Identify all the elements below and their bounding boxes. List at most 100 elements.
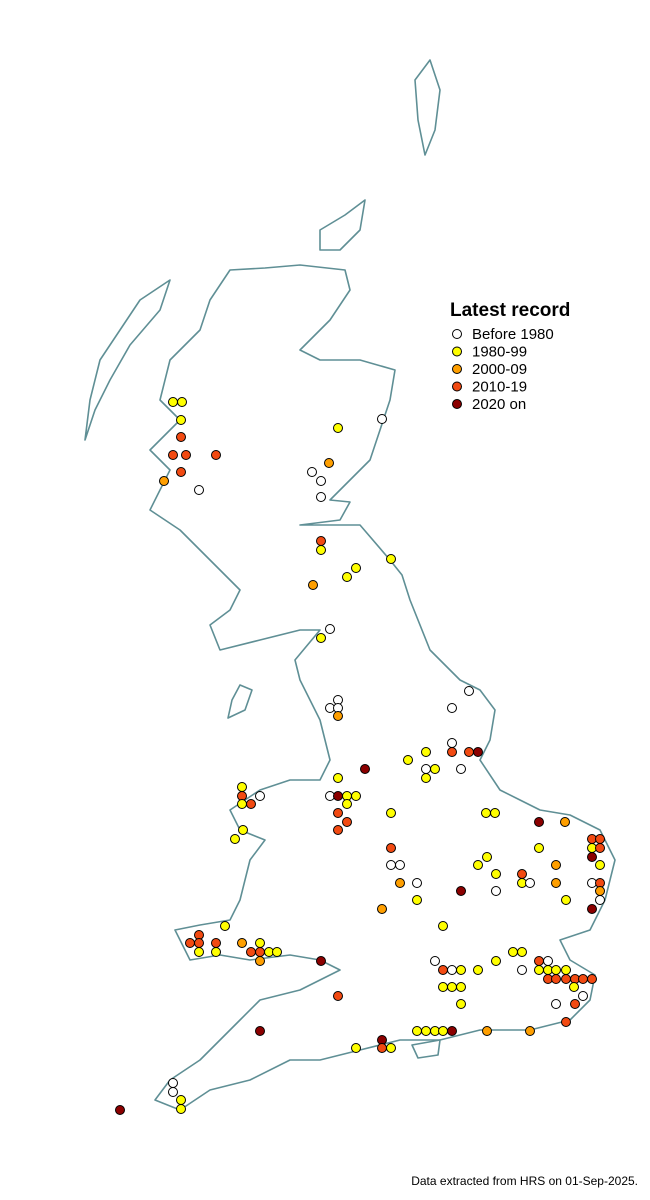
record-point: [421, 773, 431, 783]
legend-swatch: [452, 329, 462, 339]
record-point: [316, 536, 326, 546]
record-point: [473, 747, 483, 757]
record-point: [194, 947, 204, 957]
record-point: [386, 1043, 396, 1053]
record-point: [534, 965, 544, 975]
record-point: [421, 764, 431, 774]
record-point: [595, 886, 605, 896]
record-point: [534, 843, 544, 853]
record-point: [176, 432, 186, 442]
record-point: [482, 1026, 492, 1036]
isle-of-man: [227, 684, 253, 719]
record-point: [230, 834, 240, 844]
record-point: [237, 782, 247, 792]
record-point: [517, 947, 527, 957]
record-point: [211, 938, 221, 948]
record-point: [551, 999, 561, 1009]
legend-label: Before 1980: [472, 326, 554, 343]
record-point: [578, 974, 588, 984]
great-britain: [149, 264, 616, 1111]
legend: Latest record Before 19801980-992000-092…: [450, 300, 570, 413]
record-point: [525, 1026, 535, 1036]
record-point: [176, 1095, 186, 1105]
record-point: [220, 921, 230, 931]
record-point: [377, 904, 387, 914]
record-point: [333, 791, 343, 801]
legend-swatch: [452, 346, 462, 357]
records: [115, 397, 605, 1115]
record-point: [561, 965, 571, 975]
record-point: [395, 860, 405, 870]
record-point: [255, 1026, 265, 1036]
record-point: [491, 886, 501, 896]
record-point: [181, 450, 191, 460]
record-point: [595, 860, 605, 870]
record-point: [525, 878, 535, 888]
record-point: [534, 956, 544, 966]
record-point: [255, 791, 265, 801]
record-point: [456, 999, 466, 1009]
record-point: [333, 825, 343, 835]
record-point: [168, 1078, 178, 1088]
record-point: [587, 852, 597, 862]
record-point: [447, 1026, 457, 1036]
record-point: [176, 467, 186, 477]
record-point: [168, 397, 178, 407]
record-point: [456, 886, 466, 896]
record-point: [316, 956, 326, 966]
record-point: [481, 808, 491, 818]
shetland: [414, 59, 441, 156]
coastline: [84, 59, 616, 1111]
record-point: [569, 982, 579, 992]
record-point: [333, 773, 343, 783]
record-point: [316, 492, 326, 502]
legend-label: 2000-09: [472, 361, 527, 378]
record-point: [333, 711, 343, 721]
record-point: [421, 1026, 431, 1036]
record-point: [456, 965, 466, 975]
record-point: [508, 947, 518, 957]
record-point: [316, 476, 326, 486]
record-point: [342, 572, 352, 582]
legend-swatch: [452, 399, 462, 409]
record-point: [307, 467, 317, 477]
record-point: [430, 764, 440, 774]
record-point: [316, 633, 326, 643]
record-point: [464, 747, 474, 757]
record-point: [255, 938, 265, 948]
record-point: [395, 878, 405, 888]
orkney: [319, 199, 366, 251]
record-point: [255, 956, 265, 966]
legend-title: Latest record: [450, 300, 570, 321]
record-point: [351, 563, 361, 573]
record-point: [194, 485, 204, 495]
record-point: [246, 947, 256, 957]
record-point: [272, 947, 282, 957]
record-point: [386, 808, 396, 818]
record-point: [456, 764, 466, 774]
record-point: [482, 852, 492, 862]
record-point: [561, 895, 571, 905]
record-point: [386, 554, 396, 564]
record-point: [237, 938, 247, 948]
record-point: [176, 1104, 186, 1114]
record-point: [447, 965, 457, 975]
record-point: [255, 947, 265, 957]
record-point: [595, 895, 605, 905]
record-point: [587, 974, 597, 984]
record-point: [308, 580, 318, 590]
record-point: [237, 799, 247, 809]
record-point: [447, 738, 457, 748]
record-point: [246, 799, 256, 809]
record-point: [386, 860, 396, 870]
record-point: [456, 982, 466, 992]
record-point: [238, 825, 248, 835]
record-point: [570, 999, 580, 1009]
record-point: [447, 703, 457, 713]
record-point: [517, 965, 527, 975]
record-point: [176, 415, 186, 425]
outer-hebrides: [84, 279, 171, 441]
record-point: [316, 545, 326, 555]
record-point: [447, 982, 457, 992]
